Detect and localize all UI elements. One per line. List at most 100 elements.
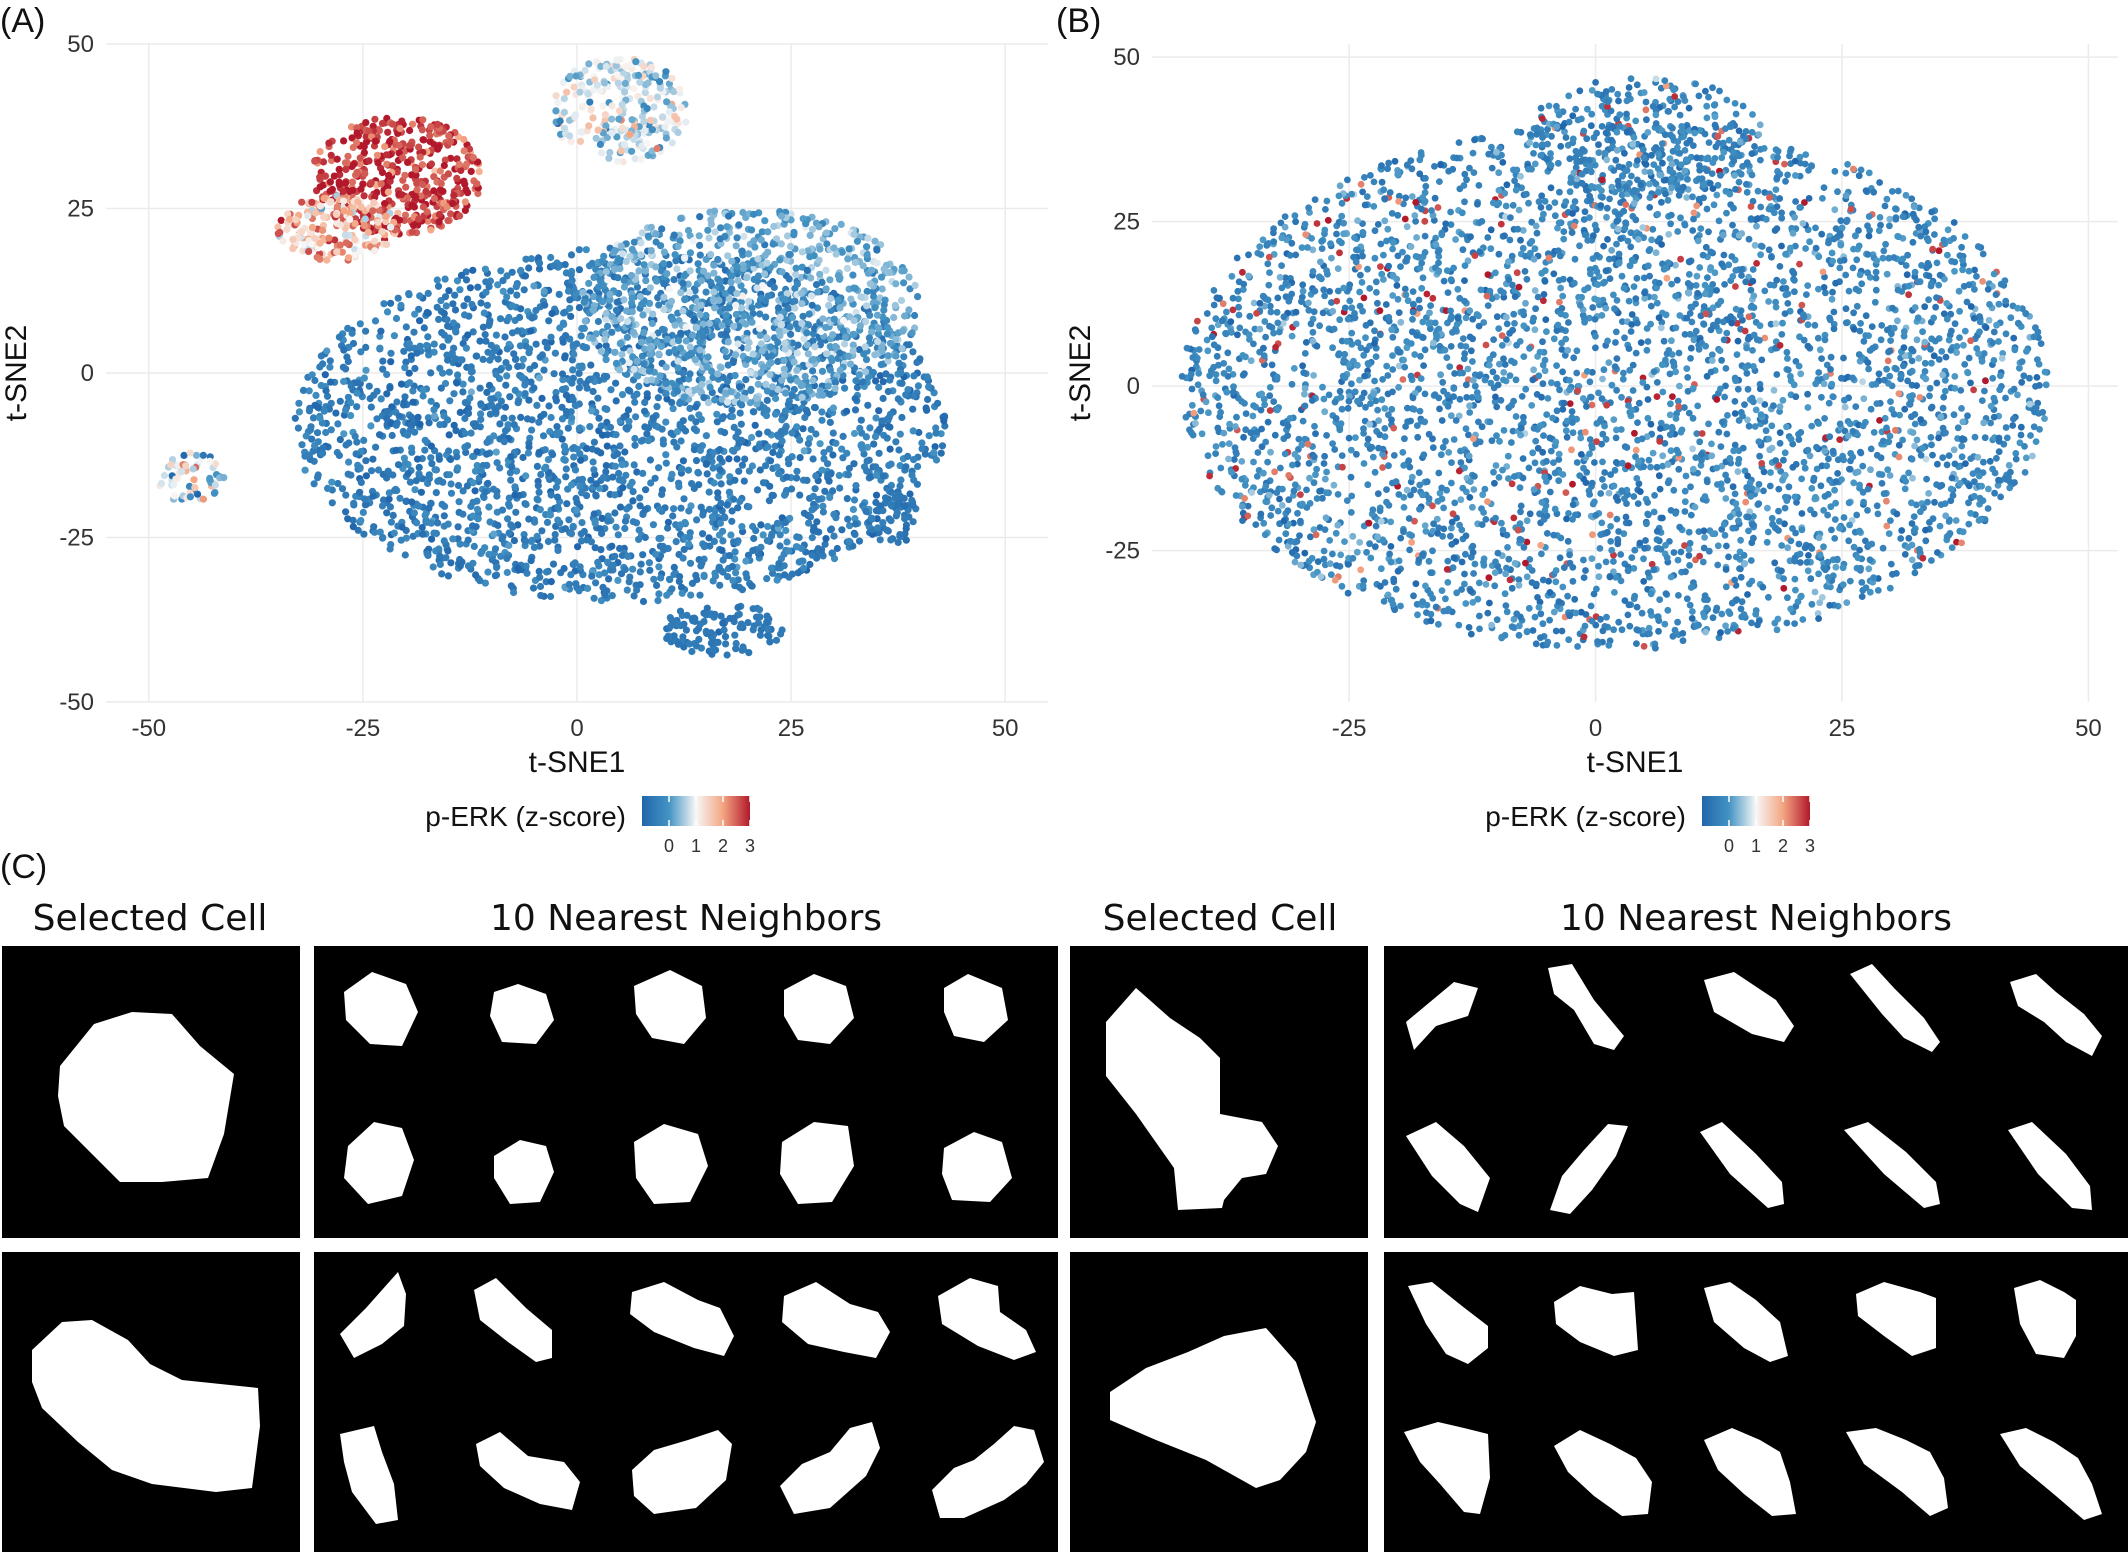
y-axis-title: t-SNE2 (0, 325, 33, 422)
scatter-point (501, 427, 510, 435)
scatter-point (608, 592, 616, 600)
scatter-point (643, 390, 651, 398)
scatter-point (447, 210, 455, 218)
scatter-point (785, 250, 793, 259)
scatter-point (418, 180, 426, 188)
scatter-point (608, 129, 616, 137)
scatter-point (444, 547, 452, 555)
scatter-point (696, 310, 704, 319)
scatter-point (575, 246, 583, 254)
scatter-point (457, 271, 466, 279)
scatter-point (783, 256, 791, 264)
scatter-point (751, 421, 759, 429)
scatter-point (425, 419, 433, 427)
scatter-point (769, 448, 777, 457)
scatter-point (279, 237, 287, 245)
scatter-point (511, 483, 519, 491)
scatter-point (699, 530, 707, 538)
scatter-point (641, 533, 649, 542)
scatter-point (1366, 285, 1374, 292)
scatter-point (419, 136, 427, 144)
scatter-point (413, 519, 421, 527)
scatter-point (711, 304, 719, 312)
scatter-point (864, 401, 872, 409)
scatter-point (745, 503, 753, 511)
scatter-point (812, 281, 821, 289)
scatter-point (552, 394, 560, 402)
scatter-point (725, 488, 734, 496)
scatter-point (635, 267, 643, 275)
scatter-point (824, 382, 832, 390)
scatter-point (637, 338, 646, 346)
scatter-point (372, 443, 380, 451)
scatter-point (777, 212, 786, 220)
scatter-point (597, 546, 605, 554)
scatter-point (850, 460, 858, 468)
scatter-point (778, 437, 786, 445)
scatter-point (1416, 481, 1424, 489)
scatter-point (586, 375, 594, 383)
scatter-point (396, 494, 404, 502)
scatter-point (402, 358, 410, 366)
scatter-point (431, 466, 439, 474)
scatter-point (658, 490, 666, 498)
scatter-point (829, 404, 838, 412)
scatter-point (721, 347, 729, 355)
scatter-point (340, 197, 348, 205)
scatter-point (360, 148, 368, 157)
scatter-point (630, 461, 638, 469)
scatter-point (394, 294, 402, 302)
scatter-point (659, 260, 668, 268)
scatter-point (686, 267, 694, 275)
scatter-point (342, 239, 350, 247)
scatter-point (776, 332, 784, 340)
scatter-point (872, 463, 880, 471)
scatter-point (454, 371, 462, 379)
scatter-point (818, 408, 826, 416)
scatter-point (308, 198, 316, 206)
scatter-point (569, 341, 577, 349)
scatter-point (862, 507, 870, 516)
scatter-point (654, 394, 663, 402)
scatter-point (378, 228, 386, 236)
scatter-point (641, 398, 649, 406)
scatter-point (503, 345, 511, 353)
scatter-point (592, 579, 600, 587)
scatter-point (494, 521, 502, 530)
scatter-point (746, 399, 754, 407)
scatter-point (609, 561, 617, 569)
scatter-point (892, 280, 900, 288)
scatter-point (868, 526, 876, 534)
scatter-point (685, 507, 693, 515)
scatter-point (361, 170, 369, 178)
scatter-point (445, 287, 453, 295)
scatter-point (863, 287, 871, 295)
scatter-point (1713, 191, 1721, 199)
scatter-point (732, 351, 740, 359)
scatter-point (419, 203, 427, 211)
scatter-point (484, 568, 492, 576)
scatter-point (477, 299, 485, 307)
scatter-point (395, 412, 403, 420)
scatter-point (797, 557, 806, 565)
scatter-point (895, 359, 903, 367)
scatter-point (811, 343, 819, 351)
scatter-point (535, 567, 543, 576)
scatter-point (798, 393, 806, 401)
scatter-point (850, 429, 859, 438)
scatter-point (654, 597, 662, 605)
scatter-point (819, 508, 828, 516)
scatter-point (392, 446, 400, 454)
scatter-point (818, 546, 826, 554)
scatter-point (408, 444, 416, 452)
scatter-point (624, 317, 632, 326)
scatter-point (1718, 485, 1726, 493)
scatter-point (780, 357, 788, 365)
scatter-point (527, 327, 535, 335)
scatter-point (826, 418, 834, 426)
scatter-point (535, 374, 544, 382)
scatter-point (687, 414, 696, 422)
scatter-point (540, 366, 548, 374)
scatter-point (548, 309, 556, 318)
scatter-point (897, 476, 905, 484)
